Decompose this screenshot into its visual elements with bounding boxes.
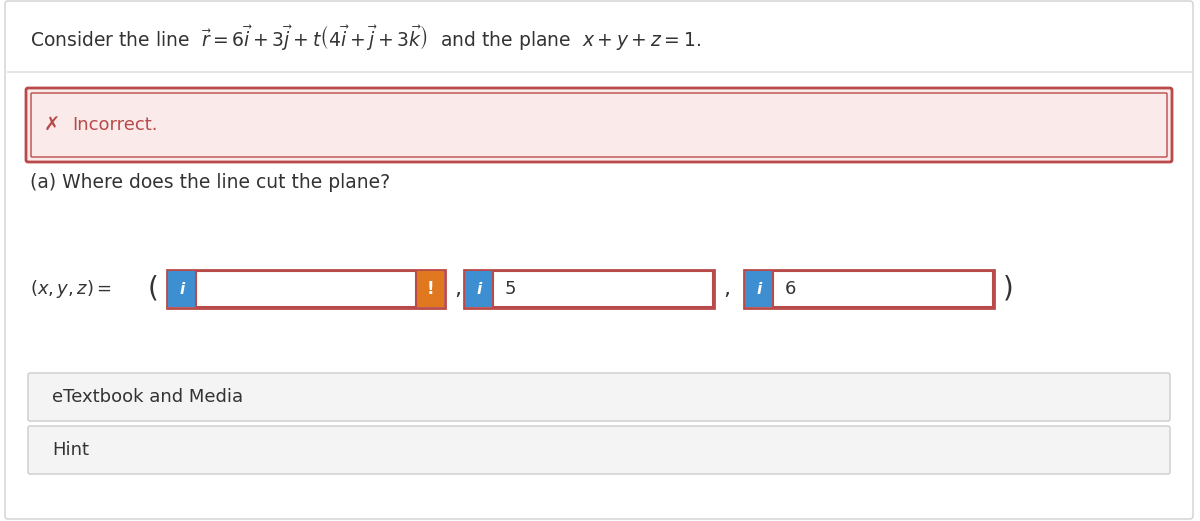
Text: (a) Where does the line cut the plane?: (a) Where does the line cut the plane? [30,172,390,192]
Text: Incorrect.: Incorrect. [72,116,157,134]
Bar [773,271,994,307]
Bar [168,271,196,307]
FancyBboxPatch shape [26,88,1172,162]
FancyBboxPatch shape [28,426,1170,474]
Bar [196,271,416,307]
Text: i: i [476,281,481,296]
Text: 5: 5 [505,280,516,298]
FancyBboxPatch shape [28,373,1170,421]
Text: i: i [756,281,762,296]
Text: eTextbook and Media: eTextbook and Media [52,388,244,406]
Bar [167,270,445,308]
Bar [416,271,444,307]
Text: Hint: Hint [52,441,89,459]
Bar [773,271,994,307]
Text: (: ( [148,275,158,303]
Text: ): ) [1003,275,1014,303]
Bar [493,271,713,307]
Text: i: i [179,281,185,296]
FancyBboxPatch shape [5,1,1193,519]
Bar [196,271,416,307]
Text: Consider the line  $\vec{r} = 6\vec{i} + 3\vec{j} + t\left(4\vec{i} + \vec{j} + : Consider the line $\vec{r} = 6\vec{i} + … [30,23,701,53]
Bar [745,271,773,307]
Text: !: ! [426,280,434,298]
Bar [466,271,493,307]
Text: $(x, y, z) =$: $(x, y, z) =$ [30,278,112,300]
Bar [464,270,714,308]
Text: 6: 6 [785,280,797,298]
Text: ,: , [454,279,461,299]
Text: ✗: ✗ [44,116,60,134]
Text: ,: , [722,279,730,299]
Bar [493,271,713,307]
Bar [744,270,994,308]
